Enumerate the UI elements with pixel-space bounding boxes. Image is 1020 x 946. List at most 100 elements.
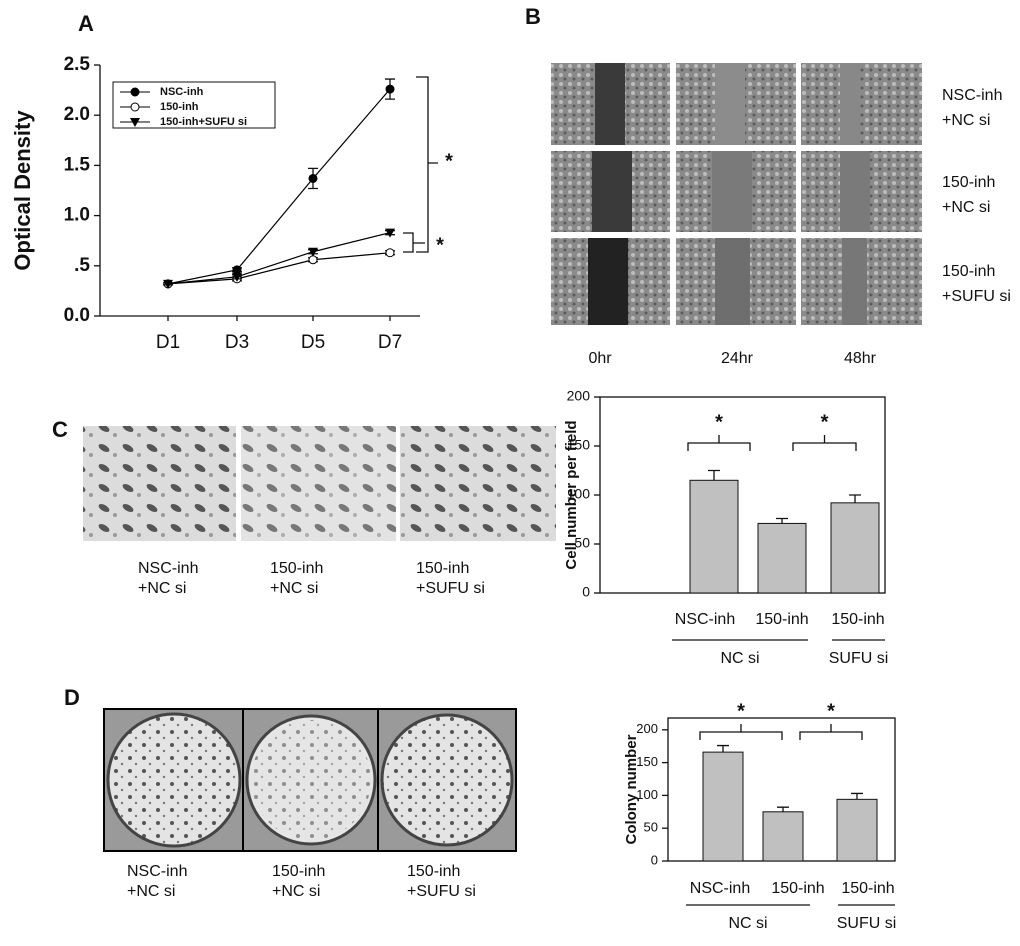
group-label: NC si bbox=[728, 915, 767, 932]
plot-frame bbox=[599, 396, 886, 594]
bar bbox=[689, 479, 739, 594]
y-tick-label: 150 bbox=[567, 437, 591, 453]
row-label: +NC si bbox=[942, 112, 990, 129]
y-tick-label: 150 bbox=[636, 754, 658, 769]
y-tick-label: 0 bbox=[651, 852, 658, 867]
y-axis-label: Optical Density bbox=[10, 110, 35, 271]
bar bbox=[702, 751, 744, 862]
data-point bbox=[163, 279, 173, 289]
image-label: 150-inh bbox=[407, 863, 460, 880]
x-tick-label: D7 bbox=[378, 332, 402, 353]
bar bbox=[762, 811, 804, 862]
data-point bbox=[308, 173, 318, 183]
group-label: NC si bbox=[720, 650, 759, 667]
data-point bbox=[308, 247, 318, 257]
x-tick-label: D5 bbox=[301, 332, 325, 353]
y-tick-label: 2.5 bbox=[64, 54, 91, 75]
y-tick-label: 200 bbox=[636, 721, 658, 736]
legend-marker bbox=[130, 118, 140, 127]
y-tick-label: 50 bbox=[574, 535, 590, 551]
y-tick-label: .5 bbox=[74, 255, 90, 276]
annotation: * bbox=[821, 411, 829, 433]
legend-label: NSC-inh bbox=[160, 86, 204, 98]
bracket bbox=[799, 724, 863, 740]
x-tick-label: 150-inh bbox=[831, 611, 884, 628]
legend-marker bbox=[130, 87, 140, 97]
panel-label: C bbox=[52, 417, 68, 442]
bracket bbox=[687, 435, 751, 451]
row-label: 150-inh bbox=[942, 263, 995, 280]
image-label: NSC-inh bbox=[127, 863, 187, 880]
image-label: 150-inh bbox=[272, 863, 325, 880]
time-label: 24hr bbox=[721, 350, 754, 367]
x-tick-label: D1 bbox=[156, 332, 180, 353]
data-point bbox=[308, 255, 318, 265]
y-tick-label: 100 bbox=[636, 787, 658, 802]
data-point bbox=[232, 265, 242, 275]
time-label: 0hr bbox=[588, 350, 612, 367]
image-label: +NC si bbox=[272, 883, 320, 900]
error-bar bbox=[849, 494, 861, 503]
panel-label: B bbox=[525, 4, 541, 29]
row-label: +SUFU si bbox=[942, 288, 1011, 305]
x-tick-label: 150-inh bbox=[771, 880, 824, 897]
bar bbox=[836, 798, 878, 862]
y-tick-label: 1.0 bbox=[64, 205, 90, 226]
error-bar bbox=[851, 792, 863, 800]
x-tick-label: NSC-inh bbox=[675, 611, 735, 628]
y-axis-label: Cell number per field bbox=[563, 420, 580, 569]
image-label: 150-inh bbox=[416, 560, 469, 577]
group-label: SUFU si bbox=[829, 650, 889, 667]
annotation: * bbox=[715, 411, 723, 433]
x-tick-label: NSC-inh bbox=[690, 880, 750, 897]
group-label: SUFU si bbox=[837, 915, 897, 932]
annotation: * bbox=[737, 700, 745, 722]
panel-label: A bbox=[78, 11, 94, 36]
transwell-images bbox=[83, 426, 556, 541]
bracket bbox=[792, 435, 857, 451]
y-tick-label: 0.0 bbox=[64, 305, 90, 326]
error-bar bbox=[708, 469, 720, 481]
data-point bbox=[385, 248, 395, 258]
image-label: 150-inh bbox=[270, 560, 323, 577]
series-line bbox=[167, 88, 391, 285]
legend-label: 150-inh bbox=[160, 101, 199, 113]
bracket bbox=[416, 76, 438, 253]
colony-plates bbox=[103, 708, 517, 852]
data-point bbox=[385, 84, 395, 94]
bar bbox=[830, 502, 880, 594]
image-label: +NC si bbox=[270, 580, 318, 597]
data-point bbox=[232, 272, 242, 282]
error-bar bbox=[777, 806, 789, 812]
error-bar bbox=[717, 744, 729, 753]
series-line bbox=[167, 232, 391, 285]
image-label: +NC si bbox=[127, 883, 175, 900]
annotation: * bbox=[445, 150, 453, 172]
bracket bbox=[403, 232, 425, 253]
y-tick-label: 200 bbox=[567, 388, 591, 404]
error-bar bbox=[776, 517, 788, 524]
legend bbox=[112, 81, 276, 129]
image-label: NSC-inh bbox=[138, 560, 198, 577]
series-line bbox=[167, 252, 391, 285]
y-tick-label: 1.5 bbox=[64, 154, 91, 175]
row-label: +NC si bbox=[942, 199, 990, 216]
image-label: +NC si bbox=[138, 580, 186, 597]
data-point bbox=[385, 228, 395, 238]
image-label: +SUFU si bbox=[416, 580, 485, 597]
row-label: NSC-inh bbox=[942, 87, 1002, 104]
time-label: 48hr bbox=[844, 350, 877, 367]
y-tick-label: 50 bbox=[644, 820, 658, 835]
legend-marker bbox=[130, 102, 140, 112]
y-tick-label: 100 bbox=[567, 486, 591, 502]
x-tick-label: 150-inh bbox=[755, 611, 808, 628]
x-tick-label: 150-inh bbox=[841, 880, 894, 897]
annotation: * bbox=[436, 234, 444, 256]
x-tick-label: D3 bbox=[225, 332, 249, 353]
legend-label: 150-inh+SUFU si bbox=[160, 116, 247, 128]
bracket bbox=[699, 724, 783, 740]
image-label: +SUFU si bbox=[407, 883, 476, 900]
panel-label: D bbox=[64, 685, 80, 710]
row-label: 150-inh bbox=[942, 174, 995, 191]
